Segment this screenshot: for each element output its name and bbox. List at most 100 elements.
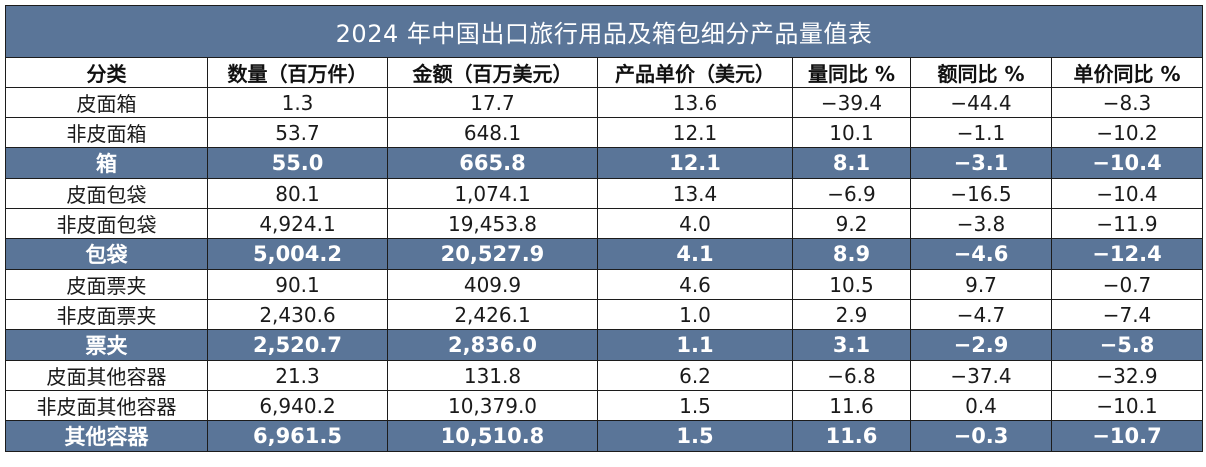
column-header-amount-yoy: 额同比 %: [910, 57, 1052, 88]
cell-amount: 10,379.0: [387, 390, 598, 421]
cell-amount: 2,836.0: [387, 329, 598, 361]
cell-quantity-yoy: 2.9: [792, 299, 911, 330]
cell-amount: 648.1: [387, 117, 598, 148]
cell-amount-yoy: −0.3: [910, 420, 1052, 452]
cell-quantity-yoy: 10.5: [792, 269, 911, 300]
subtotal-row: 票夹 2,520.7 2,836.0 1.1 3.1 −2.9 −5.8: [5, 329, 1204, 361]
cell-amount: 1,074.1: [387, 178, 598, 209]
cell-unit-price-yoy: −5.8: [1050, 329, 1204, 361]
cell-category: 皮面包袋: [5, 178, 208, 209]
cell-quantity: 80.1: [207, 178, 388, 209]
subtotal-row: 其他容器 6,961.5 10,510.8 1.5 11.6 −0.3 −10.7: [5, 420, 1204, 452]
cell-unit-price: 13.4: [597, 178, 793, 209]
cell-amount-yoy: −1.1: [910, 117, 1052, 148]
column-header-category: 分类: [5, 57, 208, 88]
cell-quantity: 5,004.2: [207, 238, 388, 270]
cell-quantity-yoy: 11.6: [792, 390, 911, 421]
cell-amount-yoy: −3.8: [910, 208, 1052, 239]
column-header-amount: 金额（百万美元）: [387, 57, 598, 88]
cell-amount-yoy: −16.5: [910, 178, 1052, 209]
cell-unit-price-yoy: −10.4: [1050, 147, 1204, 179]
column-header-row: 分类 数量（百万件） 金额（百万美元） 产品单价（美元） 量同比 % 额同比 %…: [5, 57, 1204, 88]
cell-quantity: 6,940.2: [207, 390, 388, 421]
cell-amount-yoy: 9.7: [910, 269, 1052, 300]
table-row: 非皮面包袋 4,924.1 19,453.8 4.0 9.2 −3.8 −11.9: [5, 208, 1204, 239]
table-row: 皮面票夹 90.1 409.9 4.6 10.5 9.7 −0.7: [5, 269, 1204, 300]
cell-unit-price: 4.1: [597, 238, 793, 270]
cell-amount: 10,510.8: [387, 420, 598, 452]
cell-unit-price-yoy: −10.2: [1050, 117, 1204, 148]
cell-quantity-yoy: 8.9: [792, 238, 911, 270]
cell-unit-price-yoy: −7.4: [1050, 299, 1204, 330]
cell-amount-yoy: −37.4: [910, 360, 1052, 391]
column-header-quantity: 数量（百万件）: [207, 57, 388, 88]
cell-unit-price-yoy: −8.3: [1050, 87, 1204, 118]
table-row: 非皮面其他容器 6,940.2 10,379.0 1.5 11.6 0.4 −10.1: [5, 390, 1204, 421]
cell-category: 包袋: [5, 238, 208, 270]
cell-category: 非皮面箱: [5, 117, 208, 148]
export-data-table: 2024 年中国出口旅行用品及箱包细分产品量值表 分类 数量（百万件） 金额（百…: [4, 5, 1204, 452]
table-row: 皮面包袋 80.1 1,074.1 13.4 −6.9 −16.5 −10.4: [5, 178, 1204, 209]
cell-unit-price-yoy: −10.1: [1050, 390, 1204, 421]
cell-quantity: 6,961.5: [207, 420, 388, 452]
cell-category: 非皮面票夹: [5, 299, 208, 330]
cell-unit-price-yoy: −10.4: [1050, 178, 1204, 209]
cell-quantity: 55.0: [207, 147, 388, 179]
column-header-unit-price: 产品单价（美元）: [597, 57, 793, 88]
cell-amount: 20,527.9: [387, 238, 598, 270]
cell-unit-price: 1.0: [597, 299, 793, 330]
cell-unit-price: 4.0: [597, 208, 793, 239]
cell-unit-price-yoy: −12.4: [1050, 238, 1204, 270]
cell-quantity: 1.3: [207, 87, 388, 118]
cell-unit-price-yoy: −11.9: [1050, 208, 1204, 239]
cell-quantity-yoy: −6.8: [792, 360, 911, 391]
cell-category: 非皮面包袋: [5, 208, 208, 239]
table-row: 非皮面票夹 2,430.6 2,426.1 1.0 2.9 −4.7 −7.4: [5, 299, 1204, 330]
cell-amount-yoy: −3.1: [910, 147, 1052, 179]
cell-quantity: 2,430.6: [207, 299, 388, 330]
cell-quantity-yoy: 11.6: [792, 420, 911, 452]
cell-amount-yoy: 0.4: [910, 390, 1052, 421]
cell-amount-yoy: −4.6: [910, 238, 1052, 270]
cell-unit-price: 6.2: [597, 360, 793, 391]
column-header-unit-price-yoy: 单价同比 %: [1050, 57, 1204, 88]
cell-amount-yoy: −2.9: [910, 329, 1052, 361]
cell-amount: 2,426.1: [387, 299, 598, 330]
cell-quantity-yoy: 8.1: [792, 147, 911, 179]
cell-unit-price: 1.5: [597, 390, 793, 421]
cell-quantity-yoy: 10.1: [792, 117, 911, 148]
cell-quantity: 2,520.7: [207, 329, 388, 361]
cell-quantity: 4,924.1: [207, 208, 388, 239]
cell-amount: 409.9: [387, 269, 598, 300]
title-row: 2024 年中国出口旅行用品及箱包细分产品量值表: [4, 5, 1204, 58]
cell-category: 非皮面其他容器: [5, 390, 208, 421]
table-row: 皮面箱 1.3 17.7 13.6 −39.4 −44.4 −8.3: [5, 87, 1204, 118]
cell-amount: 19,453.8: [387, 208, 598, 239]
table-row: 皮面其他容器 21.3 131.8 6.2 −6.8 −37.4 −32.9: [5, 360, 1204, 391]
cell-quantity-yoy: 3.1: [792, 329, 911, 361]
cell-category: 票夹: [5, 329, 208, 361]
cell-amount: 131.8: [387, 360, 598, 391]
table-body: 皮面箱 1.3 17.7 13.6 −39.4 −44.4 −8.3 非皮面箱 53.7 648.…: [5, 87, 1204, 452]
cell-unit-price-yoy: −32.9: [1050, 360, 1204, 391]
cell-unit-price: 4.6: [597, 269, 793, 300]
cell-unit-price: 12.1: [597, 147, 793, 179]
cell-unit-price: 13.6: [597, 87, 793, 118]
cell-quantity-yoy: 9.2: [792, 208, 911, 239]
cell-quantity: 53.7: [207, 117, 388, 148]
cell-quantity-yoy: −39.4: [792, 87, 911, 118]
table-row: 非皮面箱 53.7 648.1 12.1 10.1 −1.1 −10.2: [5, 117, 1204, 148]
cell-unit-price-yoy: −10.7: [1050, 420, 1204, 452]
cell-category: 皮面箱: [5, 87, 208, 118]
subtotal-row: 箱 55.0 665.8 12.1 8.1 −3.1 −10.4: [5, 147, 1204, 179]
cell-unit-price-yoy: −0.7: [1050, 269, 1204, 300]
cell-amount-yoy: −44.4: [910, 87, 1052, 118]
table-title: 2024 年中国出口旅行用品及箱包细分产品量值表: [4, 5, 1204, 58]
cell-amount-yoy: −4.7: [910, 299, 1052, 330]
cell-unit-price: 1.5: [597, 420, 793, 452]
column-header-quantity-yoy: 量同比 %: [792, 57, 911, 88]
cell-amount: 665.8: [387, 147, 598, 179]
cell-category: 其他容器: [5, 420, 208, 452]
cell-amount: 17.7: [387, 87, 598, 118]
subtotal-row: 包袋 5,004.2 20,527.9 4.1 8.9 −4.6 −12.4: [5, 238, 1204, 270]
